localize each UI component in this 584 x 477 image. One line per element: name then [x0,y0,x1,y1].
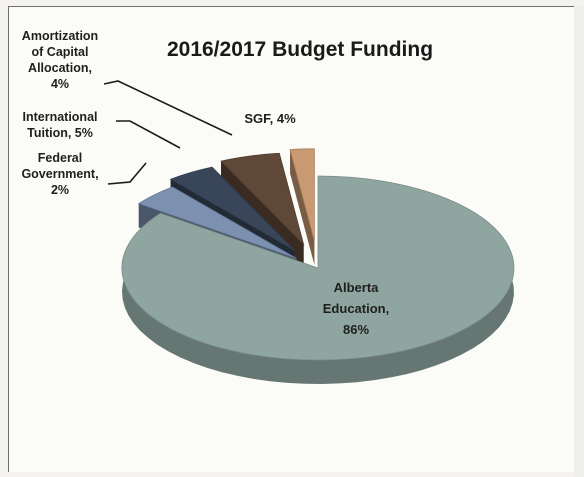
pie-slice-alberta-education [121,175,515,384]
data-label-sgf: SGF, 4% [244,111,296,126]
slice-top [289,148,315,241]
slice-top [137,186,297,259]
data-label-alberta-education: Alberta Education, 86% [323,280,389,337]
chart-title: 2016/2017 Budget Funding [167,38,433,61]
data-label-amortization: Amortization of Capital Allocation, 4% [22,29,98,91]
data-label-international-tuition: International Tuition, 5% [22,110,97,140]
slices-layer [121,148,515,384]
slice-side-0 [290,149,315,265]
slice-top [169,166,295,251]
slice-top [121,175,515,361]
page-edge [574,6,584,477]
leader-line-amortization [103,80,233,136]
data-label-federal-government: Federal Government, 2% [21,151,98,197]
leader-line-international-tuition [116,120,181,149]
labels-layer: Alberta Education, 86% SGF, 4% Amortization o… [21,29,389,337]
pie-slice-federal-government [289,148,315,265]
slice-top [220,152,305,246]
leader-line-federal-government [107,162,147,185]
